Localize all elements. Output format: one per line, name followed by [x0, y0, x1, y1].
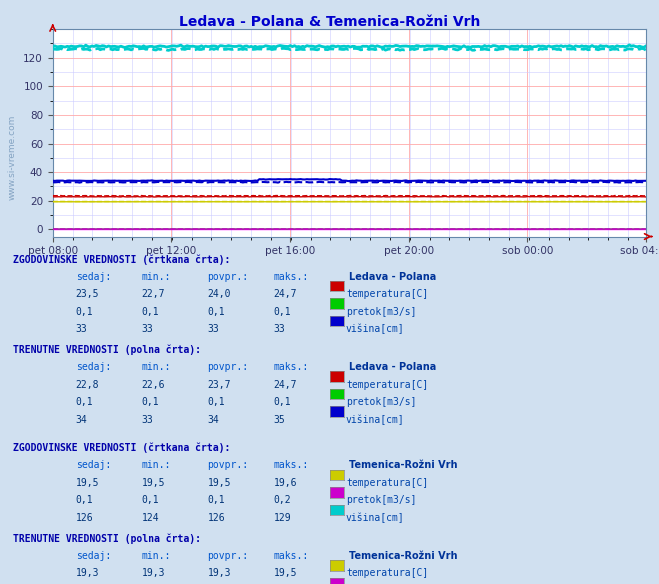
Text: Temenica-Rožni Vrh: Temenica-Rožni Vrh: [349, 460, 458, 470]
Text: 0,1: 0,1: [273, 307, 291, 317]
Text: višina[cm]: višina[cm]: [346, 513, 405, 523]
Text: 19,3: 19,3: [142, 568, 165, 578]
Text: Ledava - Polana & Temenica-Rožni Vrh: Ledava - Polana & Temenica-Rožni Vrh: [179, 15, 480, 29]
Text: TRENUTNE VREDNOSTI (polna črta):: TRENUTNE VREDNOSTI (polna črta):: [13, 533, 201, 544]
Text: 33: 33: [208, 324, 219, 334]
Text: 0,1: 0,1: [76, 307, 94, 317]
Text: 22,6: 22,6: [142, 380, 165, 390]
Text: Ledava - Polana: Ledava - Polana: [349, 362, 436, 372]
Text: 33: 33: [273, 324, 285, 334]
Text: 34: 34: [76, 415, 88, 425]
Text: min.:: min.:: [142, 551, 171, 561]
Text: 126: 126: [76, 513, 94, 523]
Text: povpr.:: povpr.:: [208, 551, 248, 561]
Text: maks.:: maks.:: [273, 362, 308, 372]
Text: 23,7: 23,7: [208, 380, 231, 390]
Text: 33: 33: [76, 324, 88, 334]
Text: 0,1: 0,1: [142, 495, 159, 505]
Text: ZGODOVINSKE VREDNOSTI (črtkana črta):: ZGODOVINSKE VREDNOSTI (črtkana črta):: [13, 443, 231, 453]
Text: pretok[m3/s]: pretok[m3/s]: [346, 495, 416, 505]
Text: povpr.:: povpr.:: [208, 362, 248, 372]
Text: 0,1: 0,1: [273, 397, 291, 407]
Text: temperatura[C]: temperatura[C]: [346, 478, 428, 488]
Text: min.:: min.:: [142, 272, 171, 281]
Text: 0,1: 0,1: [208, 397, 225, 407]
Text: sedaj:: sedaj:: [76, 362, 111, 372]
Text: višina[cm]: višina[cm]: [346, 324, 405, 335]
Text: 0,1: 0,1: [76, 397, 94, 407]
Text: 124: 124: [142, 513, 159, 523]
Text: Temenica-Rožni Vrh: Temenica-Rožni Vrh: [349, 551, 458, 561]
Text: temperatura[C]: temperatura[C]: [346, 289, 428, 299]
Text: 19,3: 19,3: [208, 568, 231, 578]
Text: 0,1: 0,1: [142, 307, 159, 317]
Text: višina[cm]: višina[cm]: [346, 415, 405, 425]
Text: maks.:: maks.:: [273, 272, 308, 281]
Text: maks.:: maks.:: [273, 551, 308, 561]
Text: 19,3: 19,3: [76, 568, 100, 578]
Text: min.:: min.:: [142, 362, 171, 372]
Text: 129: 129: [273, 513, 291, 523]
Text: 0,1: 0,1: [208, 307, 225, 317]
Text: 24,0: 24,0: [208, 289, 231, 299]
Text: 0,2: 0,2: [273, 495, 291, 505]
Text: 24,7: 24,7: [273, 380, 297, 390]
Text: 34: 34: [208, 415, 219, 425]
Text: Ledava - Polana: Ledava - Polana: [349, 272, 436, 281]
Text: temperatura[C]: temperatura[C]: [346, 380, 428, 390]
Text: povpr.:: povpr.:: [208, 272, 248, 281]
Text: 33: 33: [142, 324, 154, 334]
Text: pretok[m3/s]: pretok[m3/s]: [346, 307, 416, 317]
Text: ZGODOVINSKE VREDNOSTI (črtkana črta):: ZGODOVINSKE VREDNOSTI (črtkana črta):: [13, 254, 231, 265]
Text: min.:: min.:: [142, 460, 171, 470]
Text: pretok[m3/s]: pretok[m3/s]: [346, 397, 416, 407]
Text: 19,6: 19,6: [273, 478, 297, 488]
Text: 19,5: 19,5: [208, 478, 231, 488]
Text: 22,7: 22,7: [142, 289, 165, 299]
Text: TRENUTNE VREDNOSTI (polna črta):: TRENUTNE VREDNOSTI (polna črta):: [13, 345, 201, 355]
Text: sedaj:: sedaj:: [76, 272, 111, 281]
Text: 0,1: 0,1: [76, 495, 94, 505]
Text: 0,1: 0,1: [142, 397, 159, 407]
Text: 126: 126: [208, 513, 225, 523]
Text: www.si-vreme.com: www.si-vreme.com: [8, 115, 17, 200]
Text: 19,5: 19,5: [142, 478, 165, 488]
Text: 19,5: 19,5: [273, 568, 297, 578]
Text: 24,7: 24,7: [273, 289, 297, 299]
Text: 33: 33: [142, 415, 154, 425]
Text: 35: 35: [273, 415, 285, 425]
Text: 23,5: 23,5: [76, 289, 100, 299]
Text: 0,1: 0,1: [208, 495, 225, 505]
Text: povpr.:: povpr.:: [208, 460, 248, 470]
Text: 22,8: 22,8: [76, 380, 100, 390]
Text: temperatura[C]: temperatura[C]: [346, 568, 428, 578]
Text: maks.:: maks.:: [273, 460, 308, 470]
Text: sedaj:: sedaj:: [76, 460, 111, 470]
Text: 19,5: 19,5: [76, 478, 100, 488]
Text: sedaj:: sedaj:: [76, 551, 111, 561]
